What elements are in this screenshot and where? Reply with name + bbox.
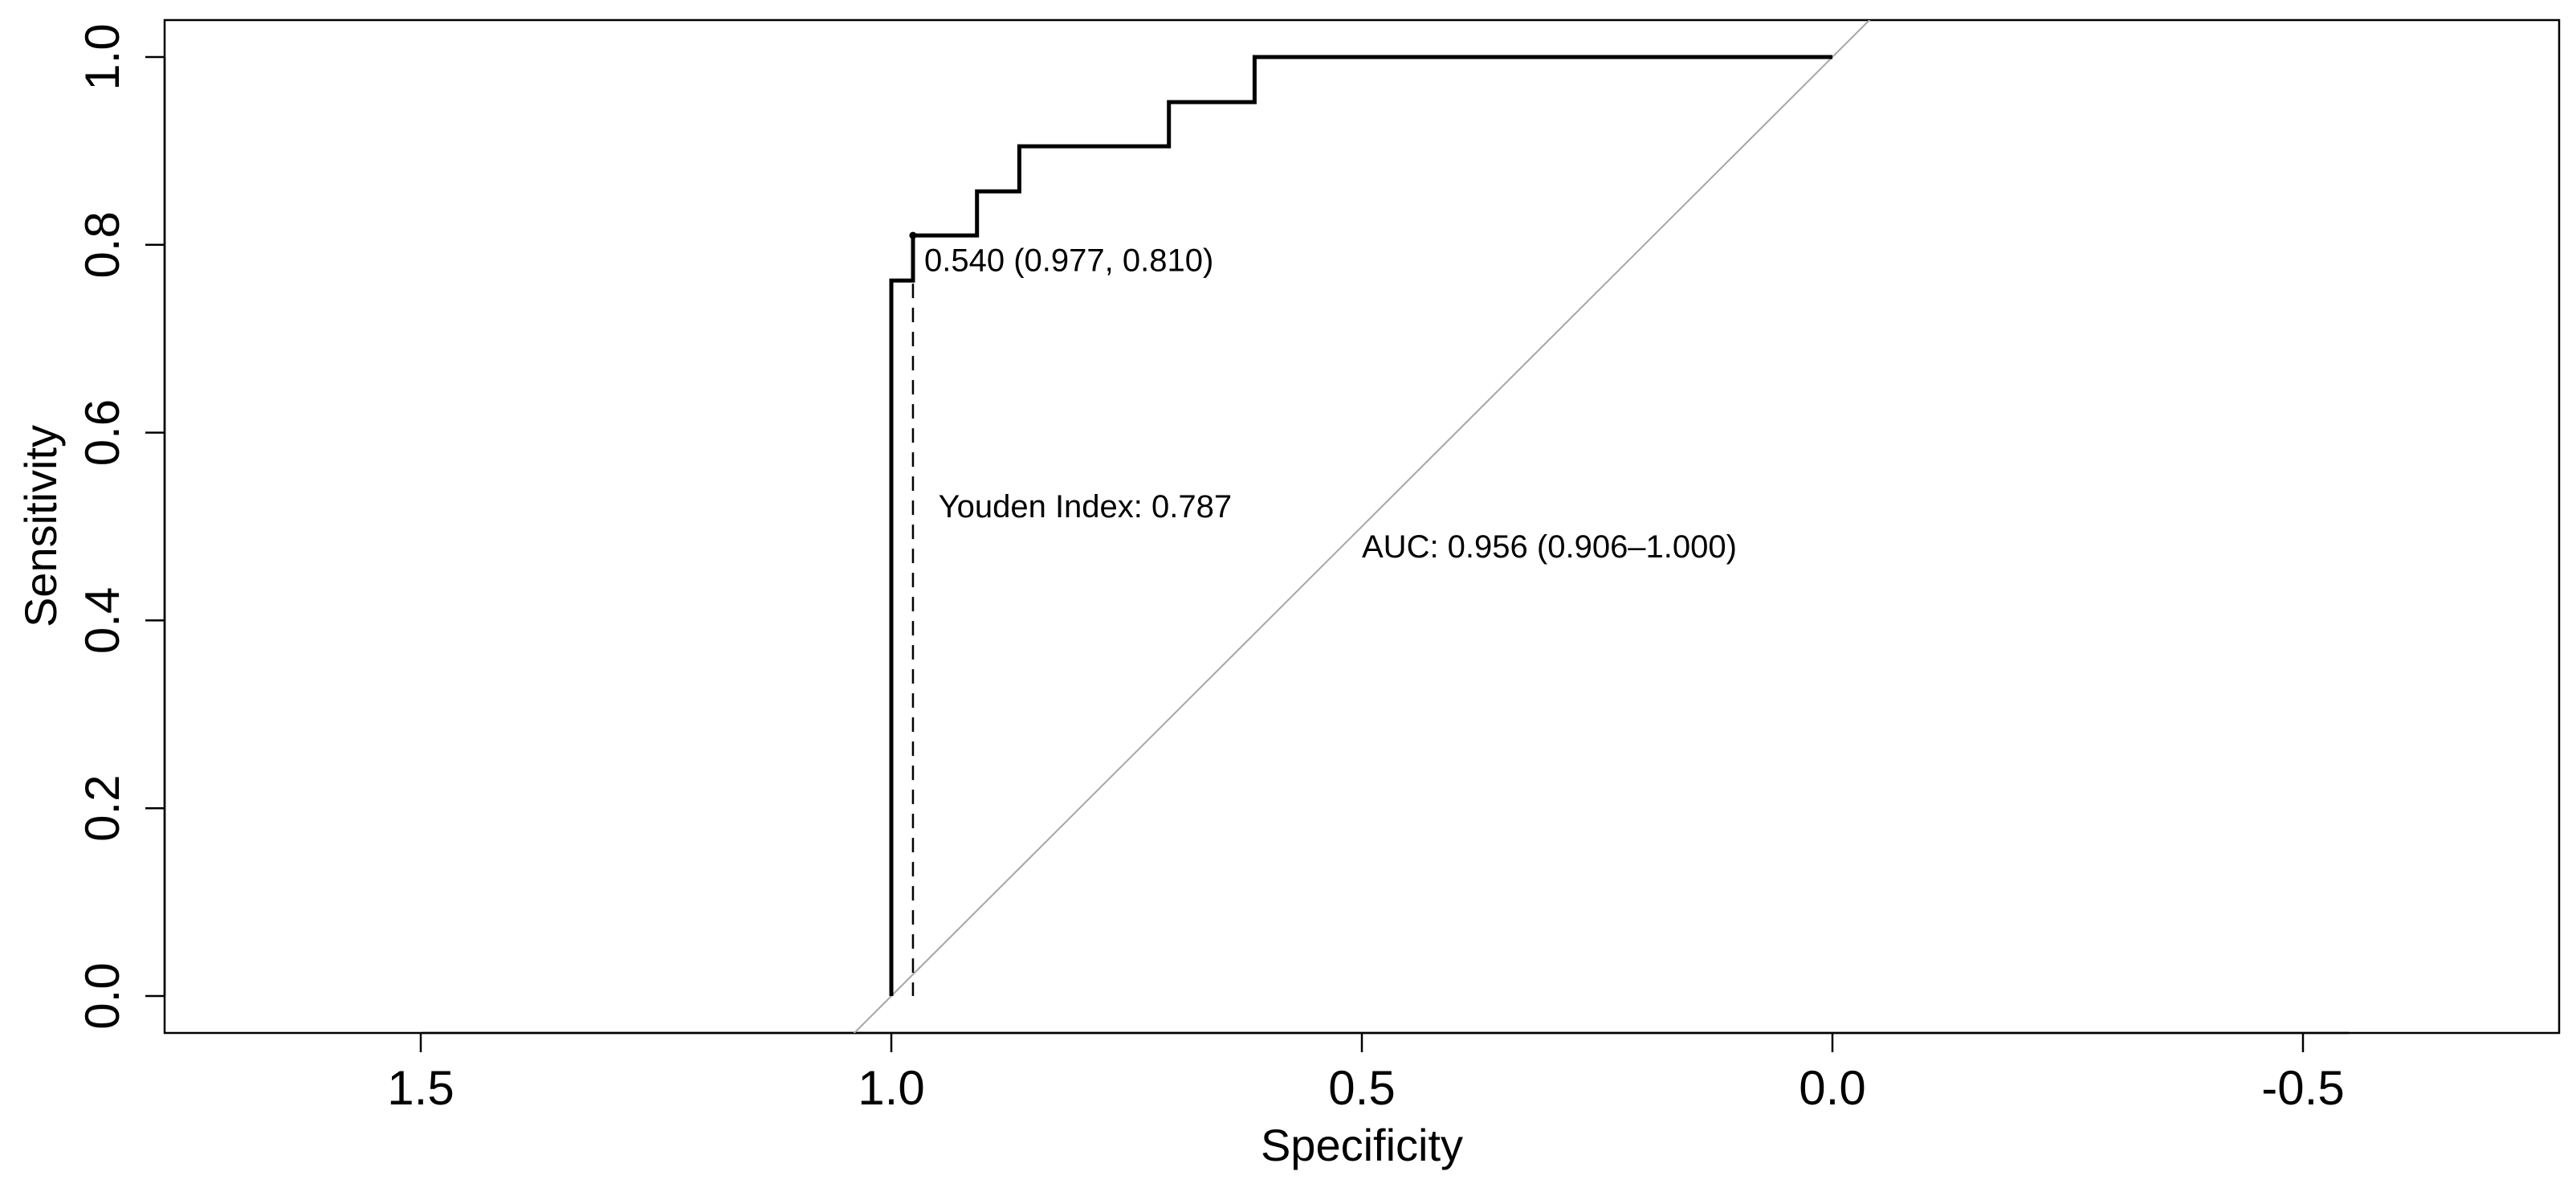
best-threshold-label: 0.540 (0.977, 0.810) [924,243,1213,279]
y-tick-label: 0.6 [75,399,129,466]
chance-diagonal-line [853,20,1871,1033]
auc-label: AUC: 0.956 (0.906–1.000) [1362,529,1737,565]
youden-index-label: Youden Index: 0.787 [939,489,1233,525]
x-tick-label: 1.0 [858,1061,924,1115]
y-tick-label: 0.4 [75,587,129,654]
y-tick-label: 0.8 [75,211,129,278]
y-tick-label: 1.0 [75,23,129,90]
best-threshold-point [909,231,917,239]
x-tick-label: 0.0 [1799,1061,1865,1115]
x-tick-label: 1.5 [387,1061,454,1115]
y-axis-title: Sensitivity [15,425,66,627]
roc-curve-line [889,55,1832,996]
x-axis: 1.5 1.0 0.5 0.0 -0.5 [387,1031,2349,1115]
y-tick-label: 0.2 [75,774,129,841]
x-tick-label: -0.5 [2261,1061,2344,1115]
x-axis-title: Specificity [1261,1120,1463,1170]
y-axis: 0.0 0.2 0.4 0.6 0.8 1.0 [75,23,166,1030]
y-tick-label: 0.0 [75,962,129,1029]
x-tick-label: 0.5 [1328,1061,1395,1115]
